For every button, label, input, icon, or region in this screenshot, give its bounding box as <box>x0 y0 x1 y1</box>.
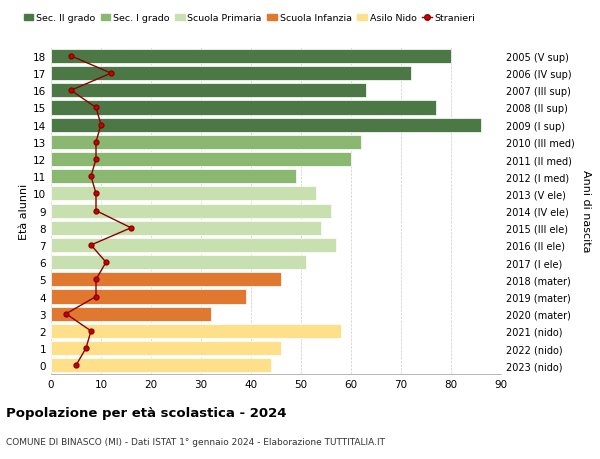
Bar <box>51 358 271 373</box>
Bar <box>51 187 316 201</box>
Bar <box>51 238 336 252</box>
Bar <box>51 84 366 98</box>
Bar <box>51 101 436 115</box>
Y-axis label: Età alunni: Età alunni <box>19 183 29 239</box>
Bar <box>51 204 331 218</box>
Bar <box>51 324 341 338</box>
Bar <box>51 50 451 64</box>
Bar <box>51 341 281 355</box>
Bar <box>51 221 321 235</box>
Bar <box>51 290 246 304</box>
Bar <box>51 256 306 269</box>
Bar <box>51 153 351 167</box>
Y-axis label: Anni di nascita: Anni di nascita <box>581 170 591 252</box>
Text: Popolazione per età scolastica - 2024: Popolazione per età scolastica - 2024 <box>6 406 287 419</box>
Bar <box>51 118 481 132</box>
Bar <box>51 273 281 287</box>
Bar <box>51 170 296 184</box>
Bar <box>51 67 411 81</box>
Bar <box>51 135 361 150</box>
Text: COMUNE DI BINASCO (MI) - Dati ISTAT 1° gennaio 2024 - Elaborazione TUTTITALIA.IT: COMUNE DI BINASCO (MI) - Dati ISTAT 1° g… <box>6 437 385 446</box>
Legend: Sec. II grado, Sec. I grado, Scuola Primaria, Scuola Infanzia, Asilo Nido, Stran: Sec. II grado, Sec. I grado, Scuola Prim… <box>20 11 479 27</box>
Bar <box>51 307 211 321</box>
